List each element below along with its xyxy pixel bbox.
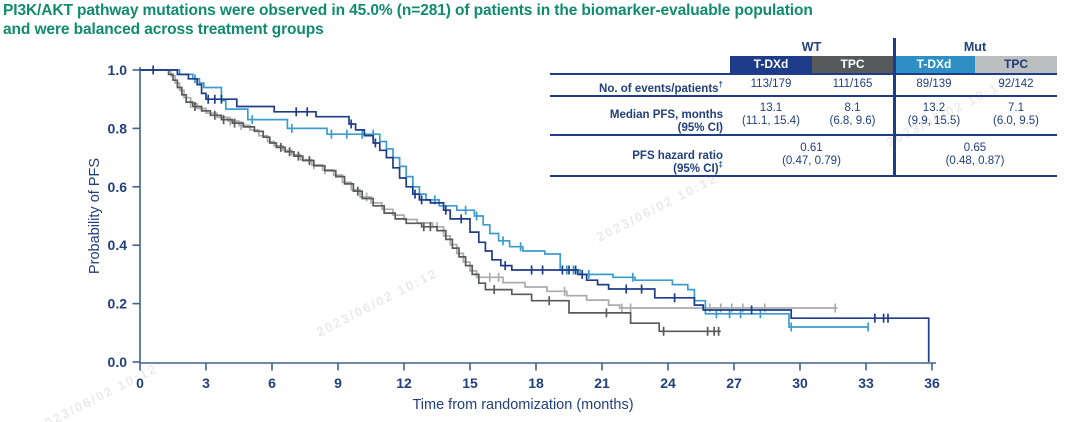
- table-value: 13.2 (9.9, 15.5): [907, 102, 961, 127]
- page-title-line1: PI3K/AKT pathway mutations were observed…: [3, 2, 813, 19]
- table-divider: [893, 38, 896, 175]
- svg-text:30: 30: [792, 375, 808, 391]
- svg-text:0: 0: [136, 375, 144, 391]
- svg-text:0.2: 0.2: [108, 296, 128, 312]
- table-row-label-hr: PFS hazard ratio (95% CI)‡: [632, 150, 723, 175]
- svg-text:6: 6: [268, 375, 276, 391]
- svg-text:0.0: 0.0: [108, 354, 128, 370]
- table-value: 113/179: [750, 77, 792, 90]
- table-col-header-mut-tdxd: T-DXd: [893, 56, 975, 73]
- page-title: PI3K/AKT pathway mutations were observed…: [3, 1, 1063, 39]
- table-group-header-wt: WT: [801, 39, 822, 54]
- svg-text:21: 21: [594, 375, 610, 391]
- table-value: 13.1 (11.1, 15.4): [742, 102, 800, 127]
- svg-text:1.0: 1.0: [108, 62, 128, 78]
- svg-text:Time from randomization (month: Time from randomization (months): [412, 397, 633, 413]
- table-value: 89/139: [916, 77, 952, 90]
- table-value-hr-wt: 0.61 (0.47, 0.79): [782, 142, 841, 167]
- table-value: 92/142: [998, 77, 1034, 90]
- svg-text:15: 15: [462, 375, 478, 391]
- table-rule: [550, 95, 1057, 97]
- table-value-hr-mut: 0.65 (0.48, 0.87): [945, 142, 1005, 167]
- table-col-header-wt-tdxd: T-DXd: [730, 56, 812, 73]
- table-rule: [550, 134, 1057, 136]
- table-rule: [550, 73, 1057, 75]
- table-row-label-events: No. of events/patients†: [599, 79, 723, 95]
- table-row-label-median: Median PFS, months (95% CI): [609, 109, 723, 134]
- table-col-header-wt-tpc: TPC: [812, 56, 893, 73]
- table-value: 8.1 (6.8, 9.6): [829, 102, 876, 127]
- table-col-header-mut-tpc: TPC: [975, 56, 1057, 73]
- svg-text:36: 36: [924, 375, 940, 391]
- svg-text:Probability of PFS: Probability of PFS: [87, 158, 103, 274]
- table-rule: [550, 175, 1057, 177]
- svg-text:12: 12: [396, 375, 412, 391]
- svg-text:18: 18: [528, 375, 544, 391]
- svg-text:0.8: 0.8: [108, 120, 128, 136]
- svg-text:3: 3: [202, 375, 210, 391]
- results-table: WT Mut T-DXd TPC T-DXd TPC No. of events…: [550, 38, 1057, 177]
- svg-text:0.4: 0.4: [108, 237, 128, 253]
- table-group-header-mut: Mut: [963, 39, 987, 54]
- table-value: 7.1 (6.0, 9.5): [992, 102, 1040, 127]
- svg-text:0.6: 0.6: [108, 179, 128, 195]
- svg-text:33: 33: [858, 375, 874, 391]
- page-title-line2: and were balanced across treatment group…: [3, 21, 324, 38]
- svg-text:24: 24: [660, 375, 676, 391]
- table-value: 111/165: [832, 77, 873, 90]
- svg-text:9: 9: [334, 375, 342, 391]
- svg-text:27: 27: [726, 375, 742, 391]
